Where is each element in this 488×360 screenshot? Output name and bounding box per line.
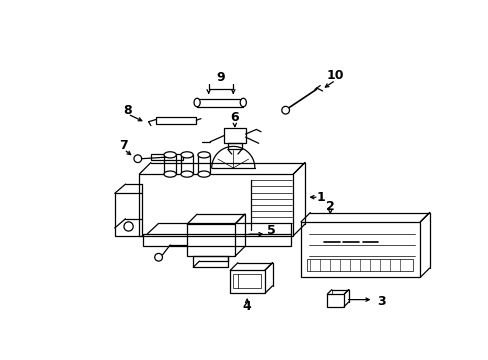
Bar <box>301 222 420 277</box>
Text: 8: 8 <box>123 104 132 117</box>
Ellipse shape <box>198 171 210 177</box>
Circle shape <box>281 106 289 114</box>
Bar <box>198 155 210 174</box>
Bar <box>187 224 234 256</box>
Text: 1: 1 <box>316 191 325 204</box>
Bar <box>156 117 196 124</box>
Bar <box>193 256 227 267</box>
Bar <box>227 143 241 149</box>
Ellipse shape <box>163 171 176 177</box>
Text: 7: 7 <box>120 139 128 152</box>
Ellipse shape <box>163 152 176 158</box>
Text: 5: 5 <box>267 224 276 237</box>
Bar <box>139 174 293 236</box>
Bar <box>230 270 264 293</box>
Ellipse shape <box>194 98 200 107</box>
Ellipse shape <box>240 98 246 107</box>
Bar <box>151 154 183 160</box>
Text: 4: 4 <box>242 300 251 313</box>
Circle shape <box>154 253 162 261</box>
Text: 9: 9 <box>215 71 224 84</box>
Ellipse shape <box>181 171 193 177</box>
Bar <box>115 193 142 236</box>
Text: 6: 6 <box>230 111 239 125</box>
Text: 10: 10 <box>326 69 344 82</box>
Bar <box>224 128 245 143</box>
Ellipse shape <box>198 152 210 158</box>
Bar <box>326 294 344 306</box>
Bar <box>163 155 176 174</box>
Ellipse shape <box>181 152 193 158</box>
Circle shape <box>134 155 142 163</box>
Bar <box>143 234 290 247</box>
Bar <box>197 99 243 107</box>
Bar <box>233 274 261 288</box>
Circle shape <box>123 222 133 231</box>
Text: 2: 2 <box>325 200 334 213</box>
Bar <box>306 259 412 271</box>
Text: 3: 3 <box>376 294 385 308</box>
Bar <box>181 155 193 174</box>
